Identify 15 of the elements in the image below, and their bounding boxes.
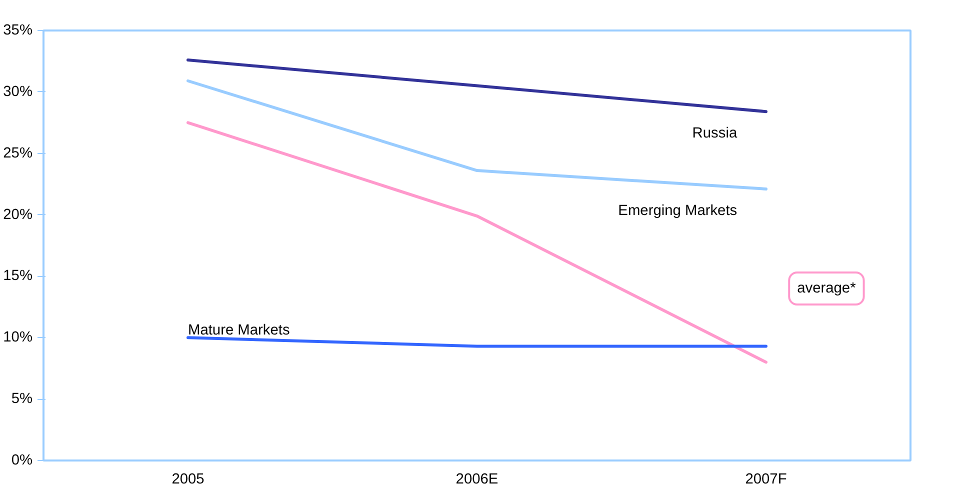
y-tick-label: 5% [11, 391, 33, 408]
y-tick-label: 35% [3, 22, 33, 38]
y-tick-label: 20% [3, 206, 33, 223]
x-tick-label: 2007F [745, 472, 787, 488]
y-tick-label: 0% [11, 452, 33, 468]
y-tick-label: 25% [3, 145, 33, 162]
series-label: Emerging Markets [618, 203, 738, 220]
series-label: Russia [692, 126, 738, 142]
y-tick-label: 15% [3, 268, 33, 284]
x-tick-label: 2005 [172, 472, 204, 488]
y-tick-label: 30% [3, 84, 33, 100]
series-label: Mature Markets [188, 322, 290, 338]
y-tick-label: 10% [3, 330, 33, 346]
x-tick-label: 2006E [456, 472, 498, 488]
text: average* [797, 280, 856, 296]
